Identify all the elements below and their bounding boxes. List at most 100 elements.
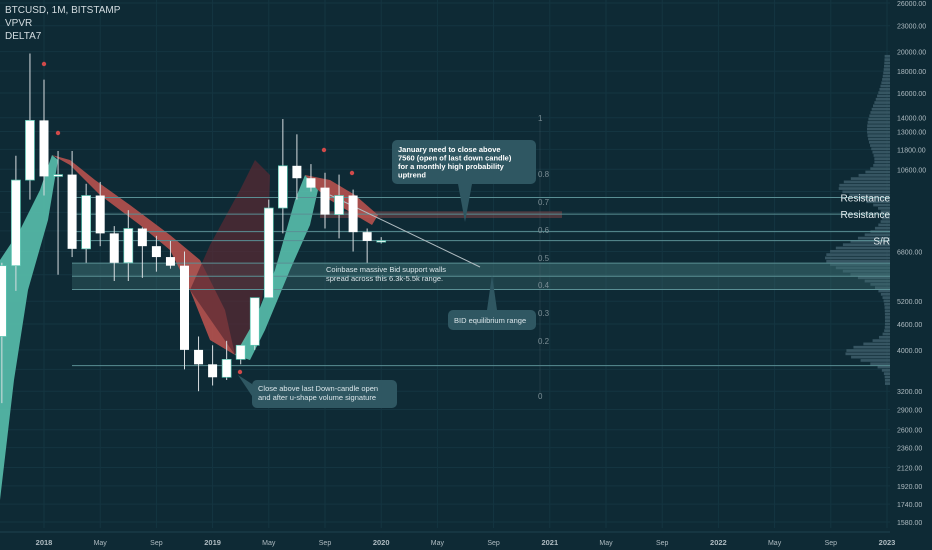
candle — [249, 297, 260, 350]
fib-level-label: 0.7 — [538, 198, 550, 207]
candle-body — [180, 265, 189, 350]
indicator-delta7-label[interactable]: DELTA7 — [5, 31, 42, 42]
price-tick-label: 11800.00 — [897, 147, 926, 154]
price-axis[interactable]: 1580.00 1740.00 1920.00 2120.00 2360.00 2600.… — [890, 0, 932, 550]
time-tick-label: 2019 — [204, 538, 221, 547]
price-tick-label: 4600.00 — [897, 322, 922, 329]
coinbase-note-text: Coinbase massive Bid support walls — [326, 265, 446, 274]
january-note-box — [392, 140, 536, 184]
price-tick-label: 2900.00 — [897, 407, 922, 414]
candle-body — [348, 195, 358, 233]
volume-bar — [884, 329, 890, 333]
signal-dot — [321, 147, 327, 153]
volume-bar — [880, 292, 890, 296]
volume-bar — [870, 167, 890, 171]
volume-bar — [884, 378, 890, 382]
candle-body — [235, 344, 246, 360]
volume-bar — [884, 319, 890, 323]
volume-bar — [850, 240, 890, 243]
volume-bar — [871, 147, 890, 151]
volume-bar — [879, 335, 890, 339]
volume-bar — [884, 64, 890, 68]
january-note-text: for a monthly high probability — [398, 162, 505, 171]
candle-body — [208, 364, 218, 378]
time-tick-label: 2023 — [879, 538, 896, 547]
candle-body — [81, 195, 92, 250]
volume-bar — [874, 286, 890, 290]
signal-dot — [349, 170, 355, 176]
price-tick-label: 26000.00 — [897, 1, 926, 8]
candle — [306, 164, 316, 192]
volume-bar — [873, 104, 890, 108]
price-tick-label: 23000.00 — [897, 24, 926, 31]
volume-bar — [867, 127, 890, 131]
candle — [11, 155, 21, 291]
indicator-vpvr-label[interactable]: VPVR — [5, 18, 32, 29]
candle-body — [109, 233, 119, 263]
volume-bar — [845, 352, 890, 356]
volume-bar — [826, 253, 890, 256]
fib-level-label: 0.8 — [538, 170, 550, 179]
volume-bar — [872, 150, 890, 154]
volume-bar — [874, 157, 890, 161]
volume-bar — [884, 309, 890, 313]
candle — [278, 119, 288, 234]
volume-bar — [881, 213, 890, 217]
price-tick-label: 4000.00 — [897, 348, 922, 355]
time-axis[interactable]: 2018 May Sep 2019 May Sep 2020 May Sep 2021 May Sep… — [0, 531, 896, 547]
level-text-label: Resistance — [841, 210, 891, 221]
time-tick-label: Sep — [487, 540, 500, 547]
january-note-text: January need to close above — [398, 145, 501, 154]
close-above-pointer — [238, 375, 252, 396]
time-tick-label: May — [768, 540, 782, 547]
candle-body — [11, 179, 21, 267]
volume-bar — [884, 302, 890, 306]
volume-bar — [871, 107, 890, 111]
volume-bar — [824, 256, 890, 260]
volume-bar — [877, 94, 890, 98]
january-note-pointer — [458, 184, 472, 222]
candles[interactable] — [0, 53, 387, 404]
volume-bar — [867, 124, 890, 128]
close-above-text: and after u-shape volume signature — [258, 393, 376, 402]
volume-bar — [867, 130, 890, 134]
volume-bar — [884, 375, 890, 379]
candle-body — [25, 120, 35, 181]
volume-bar — [846, 349, 890, 352]
candle — [263, 199, 274, 299]
candle-body — [249, 297, 260, 346]
time-tick-label: Sep — [319, 540, 332, 547]
candle-body — [39, 120, 49, 177]
volume-bar — [881, 216, 890, 220]
volume-bar — [884, 316, 890, 319]
candle-body — [165, 257, 175, 266]
volume-bar — [851, 355, 890, 359]
volume-bar — [869, 140, 890, 144]
candle-body — [221, 359, 232, 378]
price-axis-bg — [890, 0, 932, 550]
volume-bar — [857, 236, 890, 240]
volume-bar — [835, 246, 890, 250]
fib-level-label: 1 — [538, 114, 543, 123]
candle-body — [123, 228, 134, 264]
volume-bar — [857, 276, 890, 280]
candle — [53, 150, 63, 275]
volume-bar — [884, 382, 890, 385]
time-tick-label: 2018 — [36, 538, 53, 547]
candle — [180, 251, 189, 370]
price-tick-label: 2600.00 — [897, 428, 922, 435]
volume-bar — [874, 226, 890, 230]
volume-bar — [874, 160, 890, 164]
ribbon-down-2018 — [52, 155, 235, 355]
candle-body — [362, 232, 372, 241]
price-tick-label: 14000.00 — [897, 116, 926, 123]
volume-bar — [883, 299, 890, 303]
candle — [0, 262, 7, 404]
volume-bar — [868, 117, 890, 121]
volume-bar — [882, 74, 890, 78]
time-tick-label: May — [94, 540, 108, 547]
price-tick-label: 1920.00 — [897, 484, 922, 491]
volume-bar — [864, 233, 890, 237]
